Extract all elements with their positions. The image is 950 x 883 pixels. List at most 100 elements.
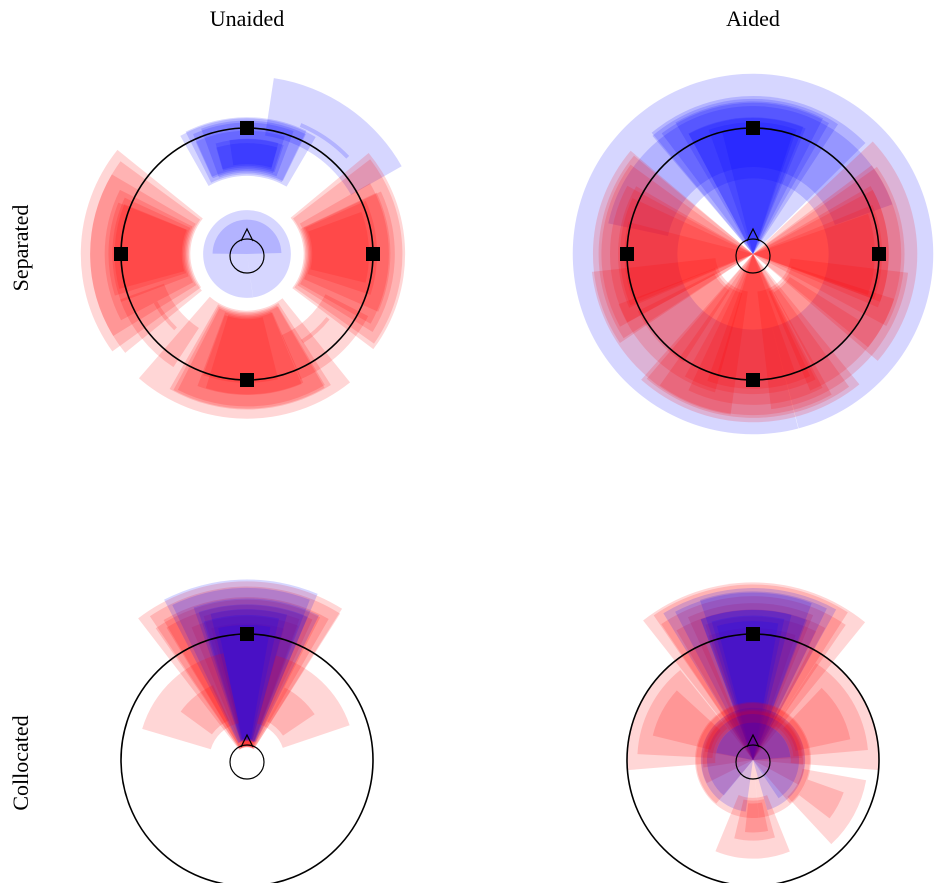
density-lobe-talker-a — [290, 152, 406, 350]
density-wedge — [299, 183, 389, 324]
density-wedge — [716, 722, 791, 760]
density-wedge — [637, 670, 728, 758]
density-wedge — [663, 588, 837, 760]
density-wedge — [218, 624, 271, 739]
density-wedge — [608, 106, 893, 237]
density-lobe-talker-b — [180, 117, 316, 187]
density-wedge — [700, 610, 807, 760]
listener-nose-icon — [240, 733, 254, 748]
density-lobe-talker-a — [770, 647, 880, 771]
density-wedge — [688, 117, 806, 254]
density-wedge — [90, 174, 197, 336]
density-lobe-talker-a — [257, 655, 350, 748]
listener-nose-icon — [746, 733, 760, 748]
density-wedge — [688, 117, 804, 254]
density-wedge — [753, 141, 918, 361]
density-wedge — [212, 219, 282, 254]
density-wedge — [624, 222, 753, 301]
density-wedge — [257, 655, 350, 748]
density-wedge — [104, 189, 194, 321]
density-wedge — [643, 582, 866, 760]
density-wedge — [265, 78, 402, 195]
loudspeaker-marker — [240, 373, 254, 387]
column-title-unaided: Unaided — [209, 6, 285, 31]
density-wedge — [757, 258, 909, 410]
density-wedge — [177, 306, 325, 407]
loudspeaker-marker — [872, 247, 886, 261]
density-wedge — [708, 628, 796, 760]
density-wedge — [185, 117, 307, 183]
density-lobe-talker-b — [164, 579, 319, 744]
density-wedge — [155, 599, 321, 750]
density-wedge — [193, 598, 319, 743]
density-wedge — [646, 254, 850, 418]
density-lobe-talker-a — [120, 283, 199, 368]
density-lobe-talker-a — [641, 254, 860, 423]
density-lobe-talker-a — [591, 258, 748, 415]
density-wedge — [112, 197, 191, 302]
density-lobe-talker-a — [627, 643, 739, 771]
density-wedge — [775, 663, 868, 757]
column-title-aided: Aided — [726, 6, 780, 31]
density-wedge — [90, 161, 202, 353]
listener-head-icon — [229, 744, 265, 780]
density-lobe-talker-a — [757, 258, 909, 410]
loudspeaker-marker — [746, 373, 760, 387]
density-lobe-talker-a — [80, 149, 203, 353]
density-wedge — [108, 202, 188, 296]
density-lobe-talker-b — [663, 588, 837, 760]
density-wedge — [80, 149, 203, 352]
density-wedge — [215, 139, 284, 173]
density-wedge — [203, 210, 291, 298]
loudspeaker-marker — [114, 247, 128, 261]
density-wedge — [702, 709, 804, 768]
density-wedge — [675, 101, 823, 254]
density-wedge — [641, 254, 860, 423]
density-wedge — [684, 254, 816, 395]
polar-panel-aided-collocated — [626, 582, 880, 883]
density-wedge — [598, 155, 753, 339]
density-wedge — [661, 596, 846, 760]
density-wedge — [592, 150, 753, 343]
density-wedge — [675, 592, 812, 760]
density-wedge — [744, 802, 769, 833]
density-wedge — [694, 701, 812, 819]
density-wedge — [180, 118, 316, 187]
density-wedge — [652, 98, 839, 254]
density-wedge — [799, 779, 844, 819]
density-wedge — [753, 213, 875, 296]
density-wedge — [142, 653, 239, 750]
density-wedge — [715, 794, 790, 859]
density-wedge — [166, 605, 313, 749]
density-wedge — [591, 258, 748, 415]
density-wedge — [707, 714, 799, 799]
loudspeaker-marker — [366, 247, 380, 261]
density-lobe-talker-a — [138, 581, 343, 751]
density-lobe-talker-a — [592, 150, 753, 343]
density-wedge — [211, 623, 285, 747]
density-wedge — [721, 126, 793, 254]
density-wedge — [782, 687, 851, 751]
density-wedge — [700, 707, 806, 812]
density-wedge — [149, 586, 341, 750]
density-wedge — [210, 609, 288, 740]
density-lobe-talker-a — [715, 794, 790, 859]
density-lobe-talker-b — [572, 73, 934, 435]
density-wedge — [301, 317, 330, 344]
density-wedge — [707, 254, 811, 389]
density-wedge — [651, 96, 866, 254]
density-wedge — [617, 186, 753, 308]
polar-panel-unaided-collocated — [120, 579, 374, 883]
density-wedge — [609, 185, 753, 323]
listener-nose-icon — [746, 227, 760, 242]
density-wedge — [753, 186, 889, 308]
density-wedge — [153, 301, 177, 331]
density-wedge — [191, 616, 299, 748]
density-wedge — [687, 603, 814, 760]
density-lobe-talker-b — [265, 78, 402, 195]
listener-head-icon — [735, 238, 771, 274]
density-wedge — [572, 73, 934, 435]
density-wedge — [701, 708, 805, 785]
density-wedge — [700, 609, 792, 760]
